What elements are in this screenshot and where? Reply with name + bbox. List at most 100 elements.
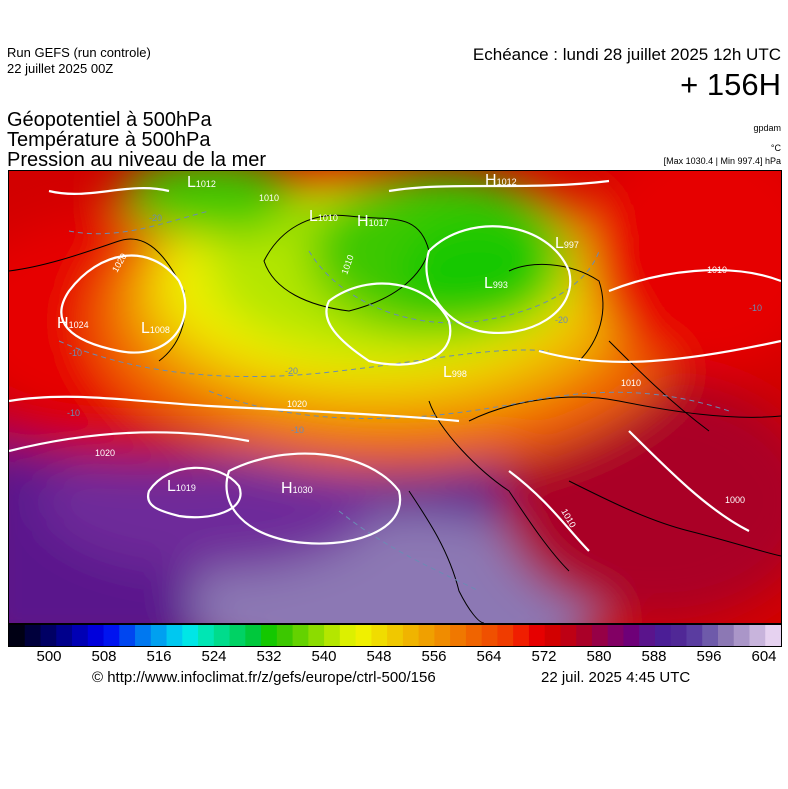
legend-tick-label: 556 [421, 648, 447, 665]
isotherm-label: -10 [69, 348, 82, 358]
pressure-center-label: H1012 [485, 172, 517, 189]
legend-swatch [292, 625, 309, 646]
pressure-center-label: L1010 [309, 208, 338, 225]
legend-swatch [40, 625, 57, 646]
legend-swatch [733, 625, 751, 646]
legend-tick-label: 516 [146, 648, 172, 665]
isobar-label: 1000 [725, 495, 745, 505]
unit-pressure-range: [Max 1030.4 | Min 997.4] hPa [663, 156, 781, 166]
legend-swatch [639, 625, 656, 646]
legend-swatch [213, 625, 231, 646]
legend-swatch [528, 625, 546, 646]
legend-swatch [670, 625, 688, 646]
geopotential-field [9, 171, 781, 623]
legend-tick-label: 500 [36, 648, 62, 665]
coastlines [9, 214, 781, 623]
legend-swatch [450, 625, 467, 646]
legend-swatch [72, 625, 89, 646]
legend-swatch [465, 625, 483, 646]
legend-swatch [765, 625, 781, 646]
legend-swatch [261, 625, 278, 646]
color-scale-legend [8, 624, 782, 647]
legend-swatch [402, 625, 420, 646]
legend-swatch [87, 625, 105, 646]
isobar-label: 1020 [95, 448, 115, 458]
generation-timestamp: 22 juil. 2025 4:45 UTC [541, 669, 691, 686]
weather-map: L1012 1010 L1010 H1017 H1012 L997 L993 H… [8, 170, 782, 624]
legend-swatch [418, 625, 435, 646]
isotherm-label: -10 [291, 425, 304, 435]
legend-swatch [166, 625, 183, 646]
isobar-label: 1010 [621, 378, 641, 388]
legend-swatch [324, 625, 341, 646]
forecast-hour: + 156H [680, 67, 781, 102]
source-url[interactable]: © http://www.infoclimat.fr/z/gefs/europe… [92, 669, 436, 686]
legend-tick-label: 524 [201, 648, 227, 665]
legend-swatch [245, 625, 262, 646]
legend-swatch [276, 625, 294, 646]
pressure-center-label: H1017 [357, 213, 389, 230]
isobar-label: 1020 [287, 399, 307, 409]
legend-swatch [513, 625, 530, 646]
legend-tick-label: 588 [641, 648, 667, 665]
isotherm-label: -10 [749, 303, 762, 313]
legend-swatch [654, 625, 672, 646]
legend-swatch [481, 625, 499, 646]
legend-tick-label: 596 [696, 648, 722, 665]
pressure-center-label: L1008 [141, 320, 170, 337]
legend-swatch [702, 625, 719, 646]
legend-swatch [24, 625, 42, 646]
legend-tick-label: 548 [366, 648, 392, 665]
legend-swatch [497, 625, 514, 646]
legend-tick-label: 540 [311, 648, 337, 665]
isotherm-label: -20 [149, 213, 162, 223]
unit-temperature: °C [770, 143, 781, 153]
legend-swatch [9, 625, 26, 646]
legend-swatch [560, 625, 577, 646]
isotherms [58, 210, 730, 592]
legend-swatch [371, 625, 388, 646]
run-title: Run GEFS (run controle) [7, 45, 151, 60]
legend-swatch [387, 625, 404, 646]
legend-swatch [150, 625, 168, 646]
legend-swatch [686, 625, 703, 646]
legend-swatch [434, 625, 451, 646]
isobars [9, 179, 781, 552]
pressure-center-label: H1024 [57, 315, 89, 332]
legend-tick-label: 580 [586, 648, 612, 665]
legend-swatch [576, 625, 593, 646]
isotherm-label: -20 [555, 315, 568, 325]
legend-swatch [182, 625, 199, 646]
legend-tick-label: 508 [91, 648, 117, 665]
legend-tick-label: 532 [256, 648, 282, 665]
legend-swatch [544, 625, 562, 646]
valid-time: Echéance : lundi 28 juillet 2025 12h UTC [472, 45, 781, 64]
legend-swatch [623, 625, 640, 646]
param-temperature: Température à 500hPa [7, 129, 211, 151]
legend-swatch [103, 625, 120, 646]
legend-swatch [308, 625, 325, 646]
legend-swatch [119, 625, 136, 646]
run-date: 22 juillet 2025 00Z [7, 61, 114, 76]
legend-swatch [749, 625, 766, 646]
legend-swatch [198, 625, 215, 646]
unit-geopotential: gpdam [753, 123, 781, 133]
legend-tick-label: 604 [751, 648, 777, 665]
pressure-center-label: L1012 [187, 174, 216, 191]
pressure-center-label: L998 [443, 364, 467, 381]
pressure-center-label: H1030 [281, 480, 313, 497]
legend-swatch [339, 625, 357, 646]
isobar-label: 1010 [259, 193, 279, 203]
legend-swatch [607, 625, 625, 646]
legend-swatch [135, 625, 152, 646]
param-geopotential: Géopotentiel à 500hPa [7, 109, 212, 131]
legend-tick-label: 572 [531, 648, 557, 665]
pressure-center-label: L1019 [167, 478, 196, 495]
pressure-center-label: L993 [484, 275, 508, 292]
legend-swatch [355, 625, 372, 646]
isobar-label: 1010 [707, 265, 727, 275]
legend-swatch [56, 625, 73, 646]
legend-tick-label: 564 [476, 648, 502, 665]
pressure-center-label: L997 [555, 235, 579, 252]
isotherm-label: -20 [285, 366, 298, 376]
